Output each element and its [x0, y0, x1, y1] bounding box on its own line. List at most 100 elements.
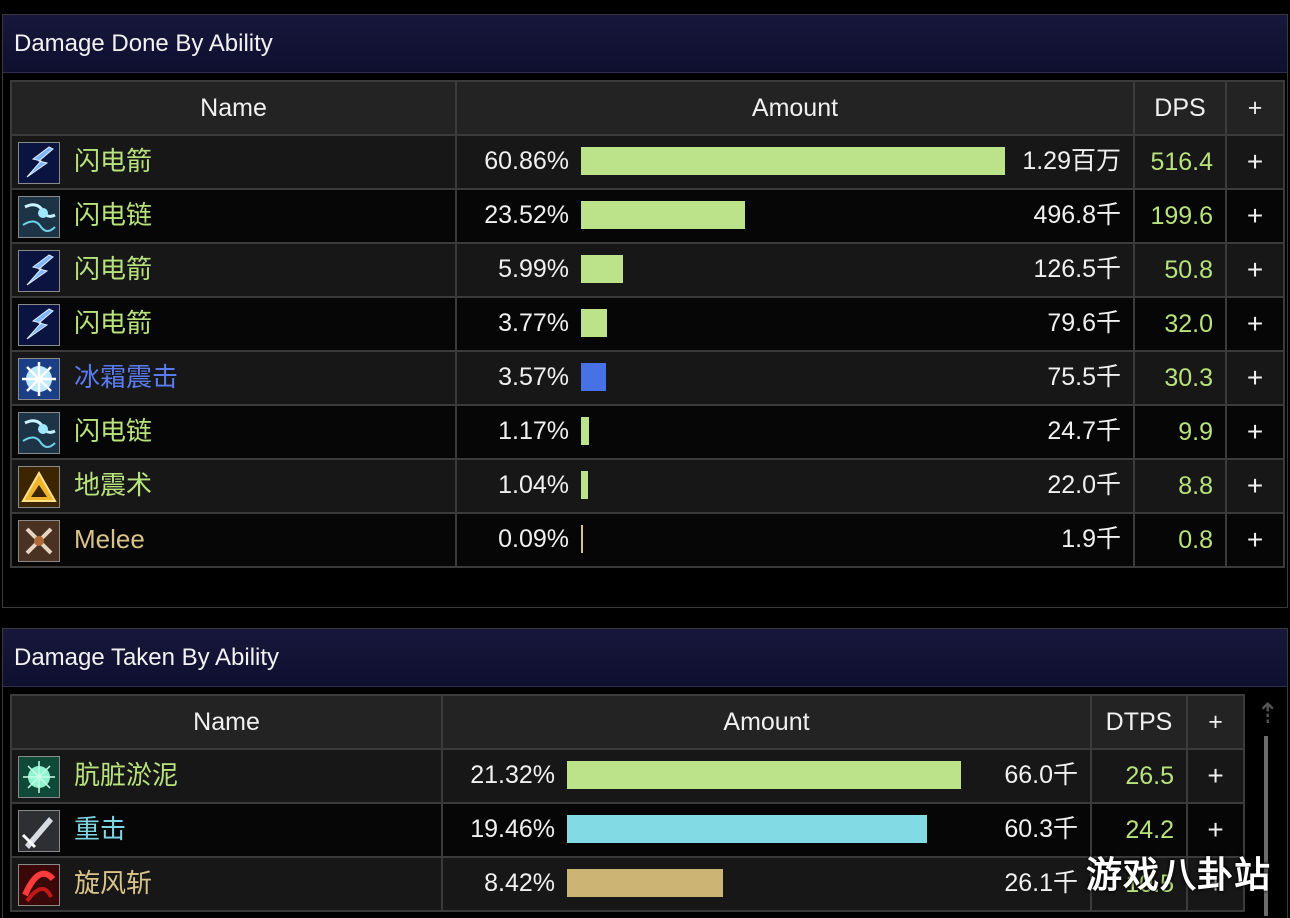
frost-shock-icon	[18, 358, 60, 400]
vertical-scrollbar[interactable]: ⇡	[1256, 698, 1280, 916]
ability-name[interactable]: 地震术	[74, 470, 153, 500]
panel-title: Damage Taken By Ability	[3, 629, 1287, 687]
expand-row-button[interactable]: +	[1225, 242, 1285, 298]
amount-cell: 5.99% 126.5千	[455, 242, 1135, 298]
column-header-name[interactable]: Name	[10, 80, 457, 136]
table-row[interactable]: 闪电链 23.52% 496.8千 199.6 +	[10, 188, 1285, 244]
column-header-amount[interactable]: Amount	[441, 694, 1092, 750]
expand-row-button[interactable]: +	[1225, 188, 1285, 244]
percent-bar	[581, 147, 1005, 175]
ability-name[interactable]: 闪电链	[74, 416, 153, 446]
ability-cell[interactable]: 闪电链	[10, 404, 457, 460]
ability-cell[interactable]: 冰霜震击	[10, 350, 457, 406]
expand-row-button[interactable]: +	[1225, 458, 1285, 514]
ability-name[interactable]: 闪电箭	[74, 254, 153, 284]
dps-value: 32.0	[1133, 296, 1227, 352]
expand-row-button[interactable]: +	[1225, 350, 1285, 406]
ability-name[interactable]: 肮脏淤泥	[74, 760, 179, 790]
column-header-dps[interactable]: DPS	[1133, 80, 1227, 136]
percent-bar	[581, 417, 589, 445]
column-header-dtps[interactable]: DTPS	[1090, 694, 1188, 750]
whirlwind-icon	[18, 864, 60, 906]
filthy-sludge-icon	[18, 756, 60, 798]
ability-cell[interactable]: 闪电箭	[10, 242, 457, 298]
damage-taken-table: Name Amount DTPS + 肮脏淤泥 21.32% 66.0千 26.5 + 重…	[10, 694, 1245, 912]
percent-value: 1.04%	[498, 471, 569, 499]
percent-bar	[581, 309, 607, 337]
dtps-value: 26.5	[1090, 748, 1188, 804]
table-row[interactable]: 闪电箭 5.99% 126.5千 50.8 +	[10, 242, 1285, 298]
ability-name[interactable]: 旋风斩	[74, 868, 153, 898]
ability-cell[interactable]: 肮脏淤泥	[10, 748, 443, 804]
expand-row-button[interactable]: +	[1225, 134, 1285, 190]
dps-value: 9.9	[1133, 404, 1227, 460]
ability-cell[interactable]: Melee	[10, 512, 457, 568]
ability-name[interactable]: 闪电箭	[74, 308, 153, 338]
table-row[interactable]: 闪电链 1.17% 24.7千 9.9 +	[10, 404, 1285, 460]
expand-row-button[interactable]: +	[1186, 802, 1245, 858]
percent-value: 21.32%	[470, 761, 555, 789]
scroll-track[interactable]	[1264, 736, 1268, 916]
expand-row-button[interactable]: +	[1225, 512, 1285, 568]
percent-value: 3.77%	[498, 309, 569, 337]
table-row[interactable]: 旋风斩 8.42% 26.1千 10.5 +	[10, 856, 1245, 912]
table-row[interactable]: 肮脏淤泥 21.32% 66.0千 26.5 +	[10, 748, 1245, 804]
panel-title: Damage Done By Ability	[3, 15, 1287, 73]
ability-cell[interactable]: 重击	[10, 802, 443, 858]
expand-row-button[interactable]: +	[1186, 856, 1245, 912]
table-row[interactable]: 地震术 1.04% 22.0千 8.8 +	[10, 458, 1285, 514]
percent-value: 19.46%	[470, 815, 555, 843]
expand-row-button[interactable]: +	[1225, 296, 1285, 352]
percent-bar	[581, 201, 745, 229]
amount-value: 1.9千	[1061, 525, 1121, 553]
lightning-bolt-icon	[18, 142, 60, 184]
ability-name[interactable]: 闪电链	[74, 200, 153, 230]
dps-value: 50.8	[1133, 242, 1227, 298]
lightning-bolt-icon	[18, 250, 60, 292]
table-row[interactable]: 闪电箭 60.86% 1.29百万 516.4 +	[10, 134, 1285, 190]
column-header-expand-all[interactable]: +	[1225, 80, 1285, 136]
melee-icon	[18, 520, 60, 562]
ability-name[interactable]: 闪电箭	[74, 146, 153, 176]
percent-bar	[567, 869, 723, 897]
percent-value: 60.86%	[484, 147, 569, 175]
dtps-value: 24.2	[1090, 802, 1188, 858]
amount-value: 126.5千	[1033, 255, 1121, 283]
damage-done-table: Name Amount DPS + 闪电箭 60.86% 1.29百万 516.4 + 闪…	[10, 80, 1285, 568]
amount-value: 66.0千	[1004, 761, 1078, 789]
dtps-value: 10.5	[1090, 856, 1188, 912]
table-row[interactable]: Melee 0.09% 1.9千 0.8 +	[10, 512, 1285, 568]
column-header-name[interactable]: Name	[10, 694, 443, 750]
ability-cell[interactable]: 旋风斩	[10, 856, 443, 912]
chain-lightning-icon	[18, 412, 60, 454]
ability-name[interactable]: 冰霜震击	[74, 362, 179, 392]
scroll-up-arrow-icon[interactable]: ⇡	[1256, 698, 1280, 729]
ability-name[interactable]: Melee	[74, 524, 145, 554]
amount-value: 1.29百万	[1022, 147, 1121, 175]
ability-cell[interactable]: 闪电箭	[10, 296, 457, 352]
expand-row-button[interactable]: +	[1186, 748, 1245, 804]
percent-bar	[581, 255, 623, 283]
column-header-amount[interactable]: Amount	[455, 80, 1135, 136]
earthquake-icon	[18, 466, 60, 508]
percent-bar	[581, 525, 583, 553]
amount-value: 75.5千	[1047, 363, 1121, 391]
ability-cell[interactable]: 闪电箭	[10, 134, 457, 190]
percent-value: 5.99%	[498, 255, 569, 283]
amount-cell: 0.09% 1.9千	[455, 512, 1135, 568]
ability-name[interactable]: 重击	[74, 814, 127, 844]
column-header-expand-all[interactable]: +	[1186, 694, 1245, 750]
percent-value: 8.42%	[484, 869, 555, 897]
percent-bar	[567, 761, 961, 789]
expand-row-button[interactable]: +	[1225, 404, 1285, 460]
table-row[interactable]: 重击 19.46% 60.3千 24.2 +	[10, 802, 1245, 858]
heavy-strike-icon	[18, 810, 60, 852]
amount-value: 24.7千	[1047, 417, 1121, 445]
amount-cell: 3.77% 79.6千	[455, 296, 1135, 352]
ability-cell[interactable]: 地震术	[10, 458, 457, 514]
table-row[interactable]: 冰霜震击 3.57% 75.5千 30.3 +	[10, 350, 1285, 406]
lightning-bolt-icon	[18, 304, 60, 346]
table-row[interactable]: 闪电箭 3.77% 79.6千 32.0 +	[10, 296, 1285, 352]
ability-cell[interactable]: 闪电链	[10, 188, 457, 244]
amount-cell: 23.52% 496.8千	[455, 188, 1135, 244]
